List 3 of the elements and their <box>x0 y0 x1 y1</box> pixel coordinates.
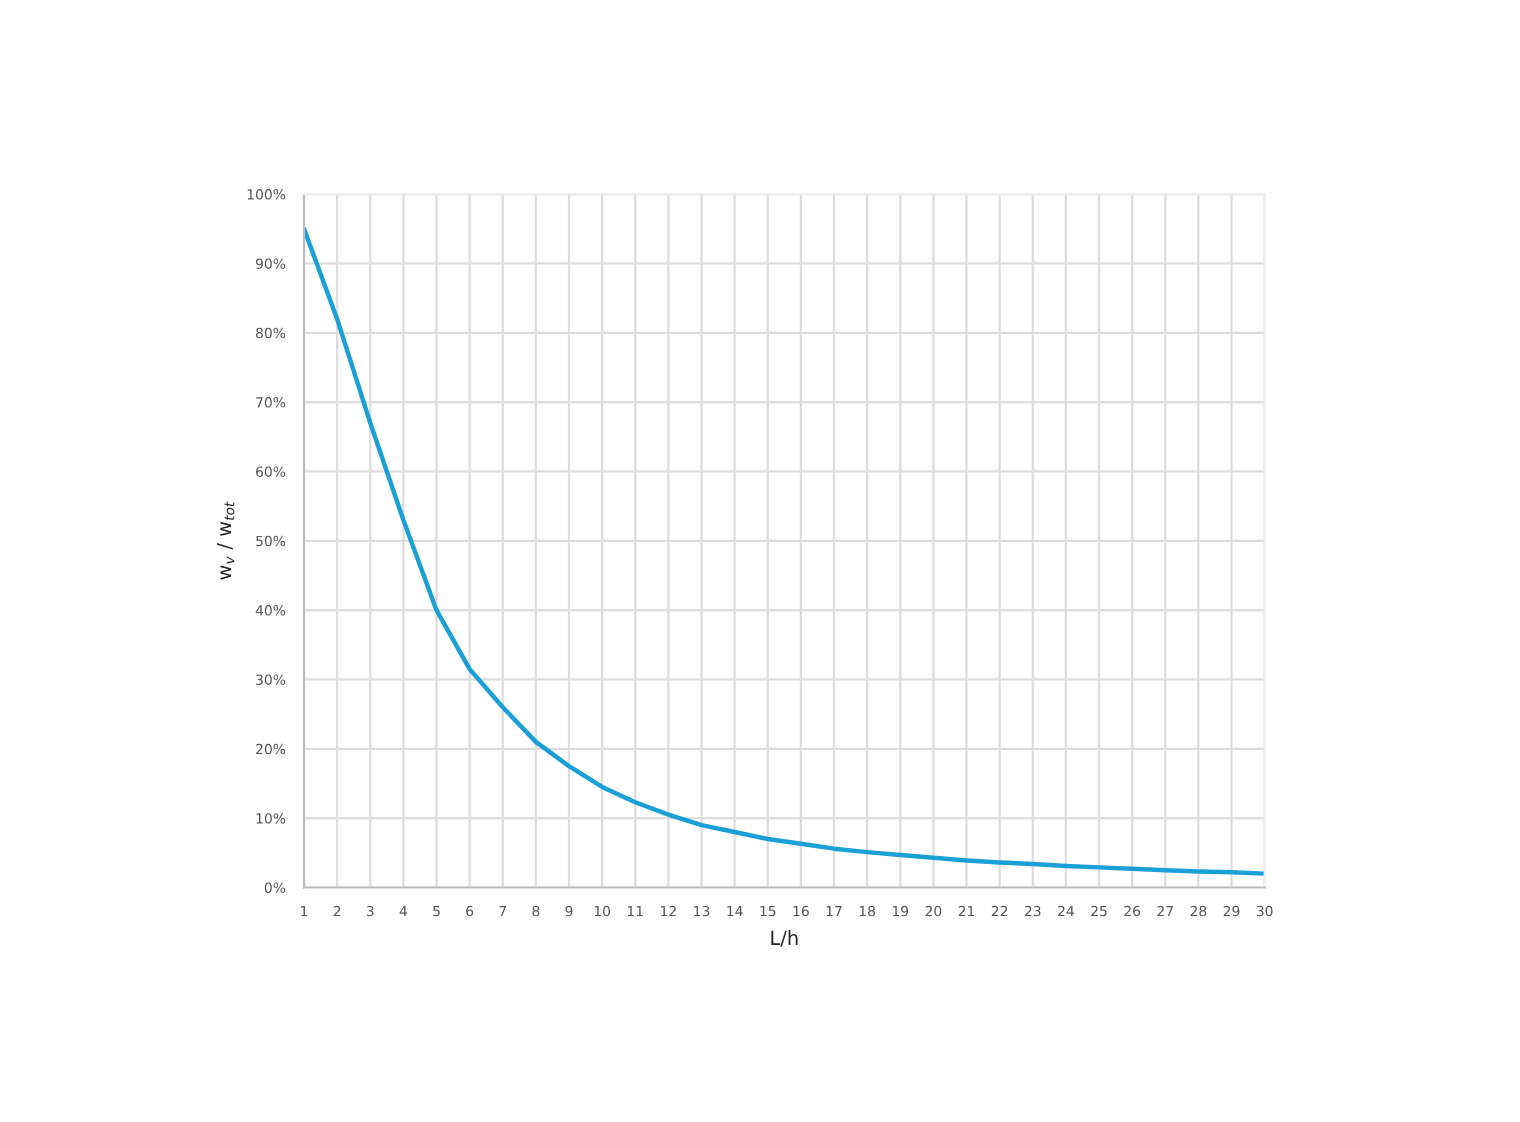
line-series <box>304 226 1265 876</box>
y-axis-title: w$_{v}$ / w$_{tot}$ <box>216 501 235 580</box>
x-axis-title: L/h <box>771 930 798 947</box>
